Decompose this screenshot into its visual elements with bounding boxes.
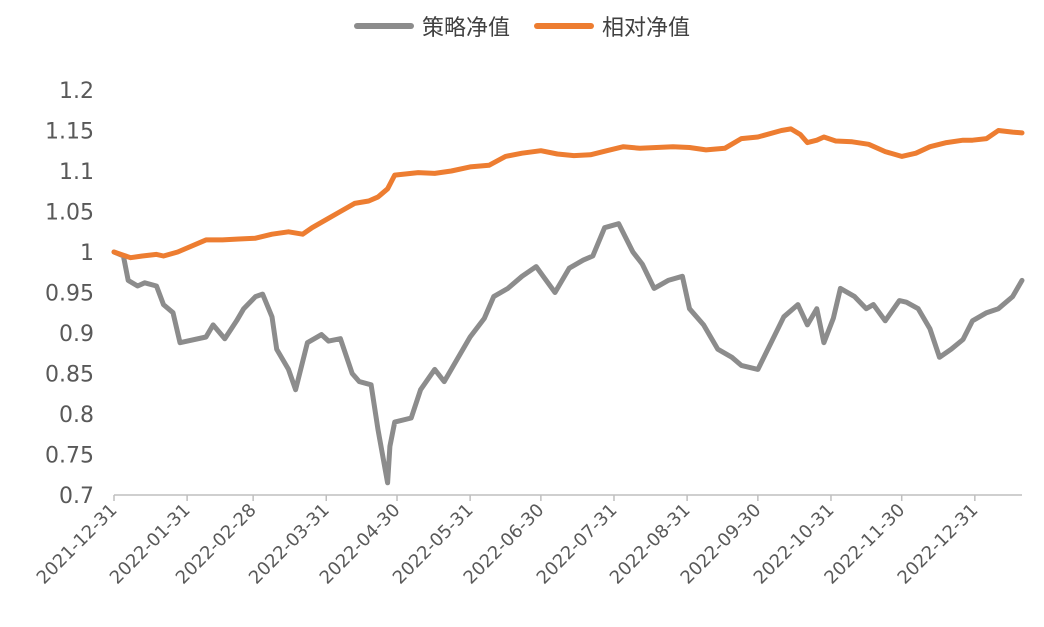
- legend-swatch-relative: [534, 23, 594, 29]
- y-tick-label: 0.75: [45, 444, 94, 469]
- y-tick-label: 1.1: [59, 160, 94, 185]
- y-tick-label: 1.05: [45, 201, 94, 226]
- y-tick-label: 0.7: [59, 484, 94, 509]
- series-line-relative: [111, 126, 1025, 261]
- legend-label-strategy: 策略净值: [421, 16, 510, 41]
- y-tick-label: 0.8: [59, 403, 94, 428]
- legend-item-relative: 相对净值: [534, 10, 690, 42]
- y-tick-label: 1: [80, 241, 94, 266]
- legend-item-strategy: 策略净值: [353, 10, 510, 42]
- legend-swatch-strategy: [353, 23, 414, 29]
- chart-legend: 策略净值 相对净值: [0, 10, 1044, 42]
- y-tick-label: 1.2: [59, 79, 94, 104]
- legend-label-relative: 相对净值: [602, 16, 691, 41]
- y-tick-label: 0.9: [59, 322, 94, 347]
- y-tick-label: 1.15: [45, 120, 94, 145]
- y-tick-label: 0.95: [45, 282, 94, 307]
- y-tick-label: 0.85: [45, 363, 94, 388]
- series-line-strategy: [111, 221, 1025, 486]
